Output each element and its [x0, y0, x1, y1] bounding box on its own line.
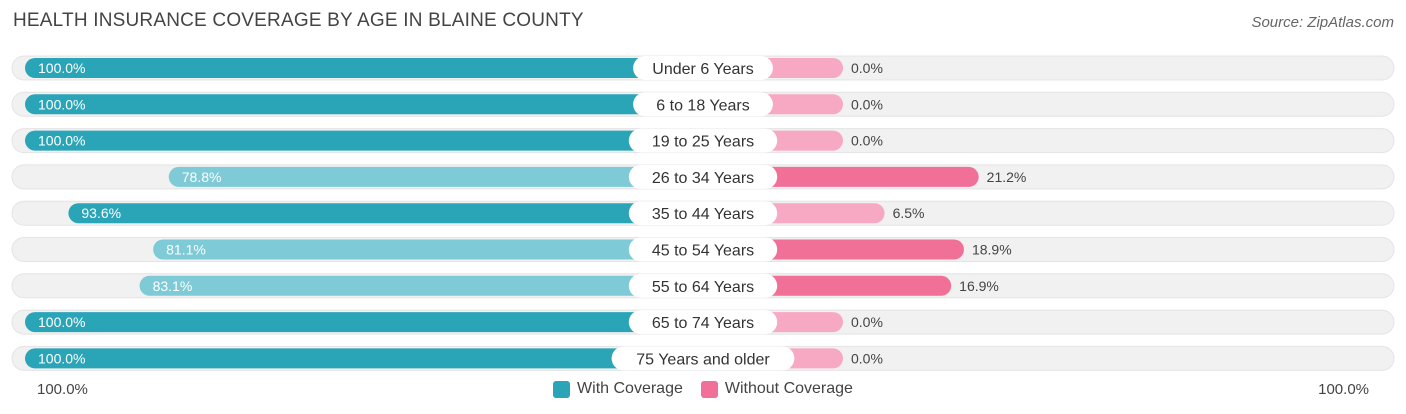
label-with-coverage-row-3: 78.8%	[182, 169, 222, 185]
category-label-row-5: 45 to 54 Years	[652, 243, 754, 260]
category-pill-row-7	[628, 310, 778, 335]
legend-swatch-with-coverage	[553, 380, 571, 398]
label-with-coverage-row-7: 100.0%	[38, 314, 85, 330]
label-with-coverage-row-2: 100.0%	[38, 133, 85, 149]
label-without-coverage-row-3: 21.2%	[987, 169, 1027, 185]
label-with-coverage-row-4: 93.6%	[81, 205, 121, 221]
bar-with-coverage-row-1	[25, 94, 703, 115]
label-without-coverage-row-5: 18.9%	[972, 242, 1012, 258]
bar-with-coverage-row-3	[168, 166, 704, 187]
category-label-row-3: 26 to 34 Years	[652, 170, 754, 187]
label-with-coverage-row-1: 100.0%	[38, 96, 85, 112]
bar-with-coverage-row-7	[25, 312, 703, 333]
category-pill-row-5	[628, 237, 778, 262]
label-without-coverage-row-7: 0.0%	[851, 314, 883, 330]
category-label-row-6: 55 to 64 Years	[652, 279, 754, 296]
chart-area: 100.0% 0.0% Under 6 Years 100.0% 0.0% 6 to 18…	[11, 55, 1395, 371]
legend-label-without-coverage: Without Coverage	[724, 380, 853, 397]
label-without-coverage-row-1: 0.0%	[851, 96, 883, 112]
chart-title: HEALTH INSURANCE COVERAGE BY AGE IN BLAI…	[13, 10, 584, 31]
label-without-coverage-row-8: 0.0%	[851, 350, 883, 366]
category-pill-row-0	[633, 56, 773, 80]
legend: With Coverage Without Coverage	[0, 380, 1406, 398]
category-label-row-8: 75 Years and older	[636, 351, 770, 368]
category-pill-row-8	[611, 346, 795, 371]
legend-item-without-coverage: Without Coverage	[700, 380, 853, 398]
category-label-row-2: 19 to 25 Years	[652, 134, 754, 151]
category-pill-row-2	[628, 128, 778, 153]
label-without-coverage-row-2: 0.0%	[851, 133, 883, 149]
bar-with-coverage-row-0	[25, 58, 703, 78]
category-pill-row-4	[628, 201, 778, 226]
category-pill-row-6	[628, 273, 778, 298]
bar-with-coverage-row-4	[68, 203, 704, 224]
axis-left-label: 100.0%	[37, 381, 88, 398]
legend-swatch-without-coverage	[700, 380, 718, 398]
category-label-row-7: 65 to 74 Years	[652, 315, 754, 332]
bar-with-coverage-row-2	[25, 130, 703, 151]
category-label-row-4: 35 to 44 Years	[652, 206, 754, 223]
category-pill-row-3	[628, 164, 778, 189]
label-without-coverage-row-0: 0.0%	[851, 60, 883, 76]
label-with-coverage-row-6: 83.1%	[153, 278, 193, 294]
label-without-coverage-row-4: 6.5%	[893, 205, 925, 221]
category-pill-row-1	[633, 92, 773, 117]
bar-with-coverage-row-6	[139, 275, 703, 296]
source-label: Source: ZipAtlas.com	[1251, 14, 1394, 31]
label-with-coverage-row-5: 81.1%	[166, 242, 206, 258]
label-with-coverage-row-8: 100.0%	[38, 350, 85, 366]
axis-right-label: 100.0%	[1318, 381, 1369, 398]
label-with-coverage-row-0: 100.0%	[38, 60, 85, 76]
category-label-row-1: 6 to 18 Years	[656, 97, 749, 114]
category-label-row-0: Under 6 Years	[652, 61, 753, 78]
bar-with-coverage-row-5	[153, 239, 704, 260]
legend-item-with-coverage: With Coverage	[553, 380, 683, 398]
label-without-coverage-row-6: 16.9%	[959, 278, 999, 294]
bar-with-coverage-row-8	[25, 348, 703, 369]
legend-label-with-coverage: With Coverage	[577, 380, 683, 397]
